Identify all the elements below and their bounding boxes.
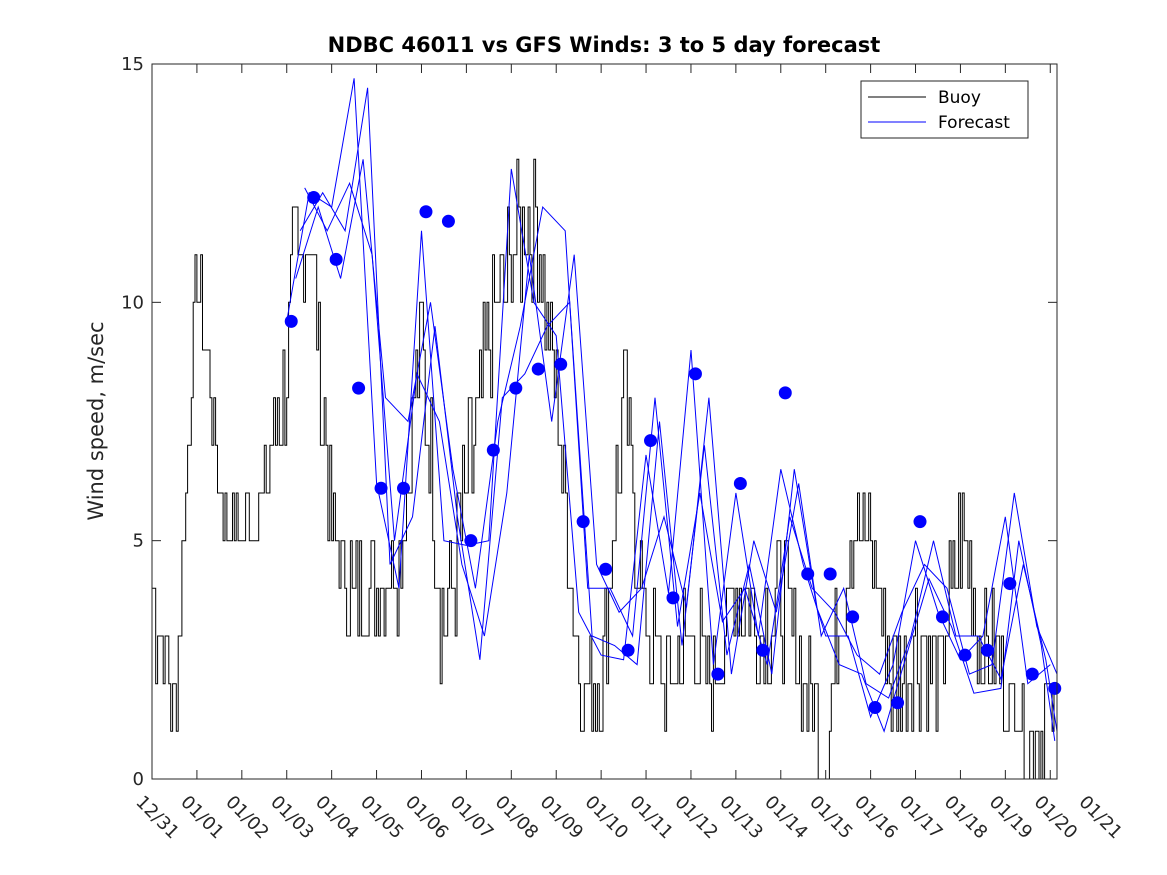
forecast-point	[374, 481, 388, 495]
buoy-series-layer	[152, 158, 1056, 780]
forecast-point	[1003, 577, 1017, 591]
forecast-point	[621, 643, 635, 657]
forecast-point	[464, 534, 478, 548]
y-axis: 0 5 10 15	[121, 54, 1057, 790]
y-axis-label: Wind speed, m/sec	[84, 321, 108, 520]
forecast-point	[733, 476, 747, 490]
forecast-point	[846, 610, 860, 624]
legend-buoy-label: Buoy	[938, 88, 981, 108]
forecast-point	[958, 648, 972, 662]
chart-title: NDBC 46011 vs GFS Winds: 3 to 5 day fore…	[328, 33, 881, 57]
forecast-point	[801, 567, 815, 581]
forecast-point	[554, 357, 568, 371]
y-tick-label: 10	[121, 292, 144, 313]
forecast-line	[299, 87, 1056, 741]
forecast-point	[644, 434, 658, 448]
forecast-point	[935, 610, 949, 624]
forecast-point	[778, 386, 792, 400]
forecast-marker-layer	[284, 190, 1062, 714]
forecast-point	[397, 481, 411, 495]
y-tick-label: 0	[133, 769, 144, 790]
buoy-line	[152, 158, 1056, 780]
forecast-point	[1025, 667, 1039, 681]
forecast-point	[980, 643, 994, 657]
legend: Buoy Forecast	[860, 80, 1029, 139]
legend-forecast-label: Forecast	[938, 113, 1010, 133]
forecast-point	[329, 252, 343, 266]
forecast-point	[1048, 681, 1062, 695]
forecast-point	[509, 381, 523, 395]
forecast-point	[868, 701, 882, 714]
forecast-point	[352, 381, 366, 395]
forecast-point	[576, 515, 590, 529]
forecast-point	[284, 314, 298, 328]
forecast-line	[286, 78, 1051, 719]
forecast-line	[295, 159, 1058, 675]
y-tick-label: 15	[121, 54, 144, 75]
forecast-point	[666, 591, 680, 605]
forecast-point	[756, 643, 770, 657]
forecast-point	[486, 443, 500, 457]
forecast-point	[419, 205, 433, 219]
forecast-point	[891, 696, 905, 710]
forecast-point	[823, 567, 837, 581]
y-tick-label: 5	[133, 531, 144, 552]
forecast-series-layer	[286, 78, 1058, 741]
forecast-point	[711, 667, 725, 681]
forecast-point	[599, 562, 613, 576]
forecast-point	[531, 362, 545, 376]
forecast-point	[688, 367, 702, 381]
legend-box	[860, 80, 1029, 139]
forecast-point	[307, 190, 321, 204]
plot-frame	[151, 63, 1058, 780]
forecast-point	[441, 214, 455, 228]
forecast-point	[913, 515, 927, 529]
